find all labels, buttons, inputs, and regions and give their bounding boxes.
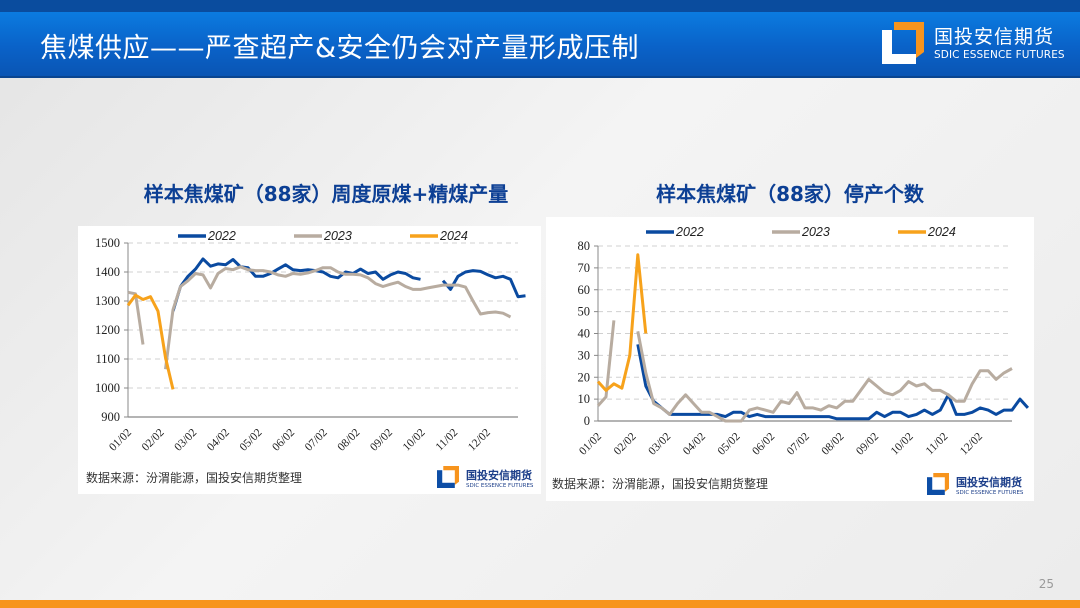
production-line-chart: 900 1000 1100 1200 1300 1400 1500 01/02 02/02 03/… — [95, 229, 526, 454]
legend-label-2022: 2022 — [207, 229, 236, 243]
x-tick-label: 08/02 — [820, 430, 847, 457]
y-tick-label: 1300 — [95, 294, 120, 308]
left-mini-logo: 国投安信期货 SDIC ESSENCE FUTURES — [436, 466, 536, 496]
slide-title: 焦煤供应——严查超产&安全仍会对产量形成压制 — [40, 33, 640, 64]
x-tick-label: 10/02 — [889, 430, 916, 457]
x-tick-label: 11/02 — [434, 426, 461, 453]
right-chart-title: 样本焦煤矿（88家）停产个数 — [656, 182, 924, 206]
right-mini-logo: 国投安信期货 SDIC ESSENCE FUTURES — [926, 473, 1026, 503]
mini-logo-cn: 国投安信期货 — [956, 476, 1022, 489]
x-tick-label: 10/02 — [401, 426, 428, 453]
sdic-logo-icon — [882, 22, 924, 64]
logo-english-name: SDIC ESSENCE FUTURES — [934, 49, 1065, 61]
y-tick-label: 10 — [578, 392, 591, 406]
series-line-2022 — [636, 344, 1030, 421]
y-tick-label: 60 — [578, 283, 591, 297]
x-tick-label: 01/02 — [577, 430, 604, 457]
y-tick-label: 1400 — [95, 265, 120, 279]
series-line-2022 — [171, 257, 526, 312]
mini-logo-cn: 国投安信期货 — [466, 469, 532, 482]
shutdown-count-line-chart: 0 10 20 30 40 50 60 70 80 01/02 02/02 03/02 04/02 05/… — [577, 225, 1030, 458]
left-chart-title: 样本焦煤矿（88家）周度原煤+精煤产量 — [143, 182, 509, 206]
right-data-source: 数据来源：汾渭能源，国投安信期货整理 — [552, 477, 769, 491]
y-tick-label: 70 — [578, 261, 591, 275]
y-tick-label: 40 — [578, 327, 591, 341]
sdic-mini-logo-icon — [437, 466, 459, 488]
y-tick-label: 50 — [578, 305, 591, 319]
x-tick-label: 04/02 — [681, 430, 708, 457]
x-tick-label: 05/02 — [716, 430, 743, 457]
series-line-2023 — [596, 320, 1013, 423]
x-tick-label: 03/02 — [646, 430, 673, 457]
legend-label-2023: 2023 — [323, 229, 352, 243]
bottom-accent-bar — [0, 600, 1080, 608]
logo-chinese-name: 国投安信期货 — [934, 26, 1055, 48]
x-tick-label: 12/02 — [466, 426, 493, 453]
y-tick-label: 1000 — [95, 381, 120, 395]
company-logo: 国投安信期货 SDIC ESSENCE FUTURES — [882, 18, 1072, 68]
x-tick-label: 06/02 — [750, 430, 777, 457]
legend-label-2024: 2024 — [927, 225, 956, 239]
left-chart-panel: 900 1000 1100 1200 1300 1400 1500 01/02 02/02 03/… — [78, 226, 541, 494]
y-tick-label: 80 — [578, 239, 591, 253]
y-tick-label: 900 — [101, 410, 120, 424]
x-tick-label: 11/02 — [924, 430, 951, 457]
x-tick-label: 02/02 — [612, 430, 639, 457]
x-tick-label: 01/02 — [107, 426, 134, 453]
y-tick-label: 1100 — [95, 352, 120, 366]
page-number: 25 — [1038, 577, 1054, 591]
mini-logo-en: SDIC ESSENCE FUTURES — [466, 483, 534, 489]
series-line-2024 — [596, 253, 648, 392]
slide-header: 焦煤供应——严查超产&安全仍会对产量形成压制 国投安信期货 SDIC ESSEN… — [0, 12, 1080, 78]
x-tick-label: 02/02 — [140, 426, 167, 453]
y-tick-label: 20 — [578, 370, 591, 384]
x-tick-label: 12/02 — [958, 430, 985, 457]
y-tick-label: 1200 — [95, 323, 120, 337]
mini-logo-en: SDIC ESSENCE FUTURES — [956, 490, 1024, 496]
y-tick-label: 0 — [584, 414, 590, 428]
x-tick-label: 09/02 — [368, 426, 395, 453]
x-tick-label: 05/02 — [238, 426, 265, 453]
sdic-mini-logo-icon — [927, 473, 949, 495]
legend-label-2023: 2023 — [801, 225, 830, 239]
legend-label-2022: 2022 — [675, 225, 704, 239]
right-chart-panel: 0 10 20 30 40 50 60 70 80 01/02 02/02 03/02 04/02 05/… — [546, 217, 1034, 501]
x-tick-label: 08/02 — [335, 426, 362, 453]
x-tick-label: 07/02 — [785, 430, 812, 457]
x-tick-label: 03/02 — [172, 426, 199, 453]
x-tick-label: 09/02 — [854, 430, 881, 457]
series-line-2024 — [126, 293, 175, 390]
y-tick-label: 30 — [578, 348, 591, 362]
left-data-source: 数据来源：汾渭能源，国投安信期货整理 — [86, 471, 303, 485]
top-accent-bar — [0, 0, 1080, 12]
x-tick-label: 04/02 — [205, 426, 232, 453]
y-tick-label: 1500 — [95, 236, 120, 250]
legend-label-2024: 2024 — [439, 229, 468, 243]
x-tick-label: 07/02 — [303, 426, 330, 453]
x-tick-label: 06/02 — [270, 426, 297, 453]
